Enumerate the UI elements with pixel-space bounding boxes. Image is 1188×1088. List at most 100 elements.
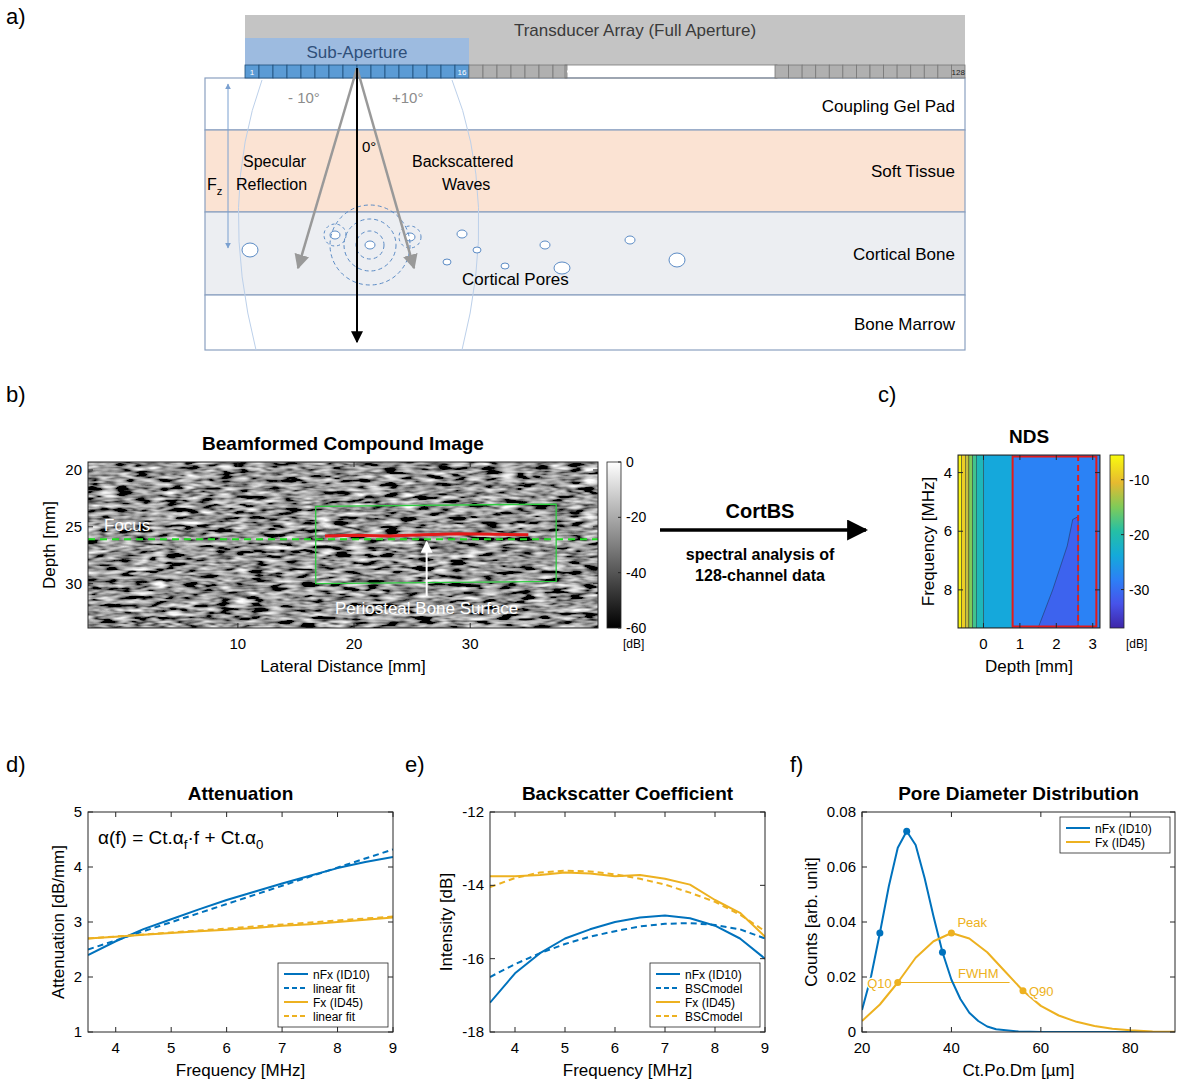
y-tick	[958, 531, 963, 532]
y-axis-title: Counts [arb. unit]	[802, 857, 821, 986]
x-tick-label: 20	[854, 1039, 871, 1056]
x-tick	[615, 812, 616, 817]
colorbar-tick	[618, 628, 621, 629]
x-axis-title: Frequency [MHz]	[176, 1061, 305, 1080]
legend-swatch	[656, 1001, 680, 1003]
y-tick	[388, 812, 393, 813]
marker	[903, 828, 910, 835]
transform-caption: 128-channel data	[695, 567, 825, 584]
x-axis-title: Ct.Po.Dm [µm]	[963, 1061, 1075, 1080]
elements-gap-bg	[567, 65, 775, 78]
annotation: Q90	[1029, 984, 1054, 999]
contour-band	[962, 455, 966, 628]
y-tick	[388, 922, 393, 923]
element	[497, 65, 511, 78]
element	[911, 65, 925, 78]
colorbar-tick-label: -40	[626, 565, 646, 581]
element	[273, 65, 287, 78]
legend-label: linear fit	[313, 982, 356, 996]
contour-band	[976, 455, 983, 628]
element	[259, 65, 273, 78]
element	[469, 65, 483, 78]
x-tick-label: 30	[462, 635, 479, 652]
y-tick	[958, 589, 963, 590]
force-label: Fz	[207, 176, 223, 197]
plot-frame	[958, 455, 1100, 628]
y-tick-label: 2	[74, 968, 82, 985]
colorbar-unit: [dB]	[623, 637, 644, 651]
y-tick-label: 0	[848, 1023, 856, 1040]
plot-area	[88, 849, 393, 955]
layer	[205, 78, 965, 130]
colorbar-tick	[1121, 534, 1124, 535]
element	[843, 65, 857, 78]
legend-swatch	[1066, 827, 1090, 829]
y-tick	[1095, 589, 1100, 590]
y-tick	[490, 812, 495, 813]
x-tick-label: 2	[1052, 635, 1060, 652]
plot-area	[490, 871, 765, 1003]
legend-label: BSCmodel	[685, 982, 742, 996]
pores-label: Cortical Pores	[462, 270, 569, 289]
x-tick	[862, 1027, 863, 1032]
y-tick	[593, 583, 598, 584]
x-tick	[615, 1027, 616, 1032]
x-tick-label: 8	[711, 1039, 719, 1056]
y-axis-title: Attenuation [dB/mm]	[49, 845, 68, 999]
title: Beamformed Compound Image	[202, 433, 484, 454]
legend-swatch	[656, 1015, 680, 1017]
y-axis-title: Depth [mm]	[40, 501, 59, 589]
annotation: Q10	[867, 976, 892, 991]
angle-label: - 10°	[288, 89, 320, 106]
pore	[473, 247, 481, 253]
colorbar-tick-label: -20	[626, 509, 646, 525]
title: Attenuation	[188, 783, 294, 804]
y-tick	[490, 1032, 495, 1033]
x-tick	[337, 1027, 338, 1032]
layer-label: Cortical Bone	[853, 245, 955, 264]
contour-band	[1013, 455, 1100, 628]
element	[483, 65, 497, 78]
y-tick	[593, 526, 598, 527]
element	[856, 65, 870, 78]
text-part: α(f) = Ct.α	[98, 827, 184, 848]
pore	[242, 243, 258, 257]
text-part: 0	[256, 837, 263, 852]
y-tick	[88, 867, 93, 868]
legend: nFx (ID10)Fx (ID45)	[1060, 817, 1170, 853]
specular-label: Specular	[243, 153, 307, 170]
y-tick	[88, 526, 93, 527]
y-tick-label: 20	[65, 461, 82, 478]
y-tick-label: -12	[462, 803, 484, 820]
element	[245, 65, 259, 78]
pore	[365, 241, 375, 249]
roi	[1013, 457, 1097, 627]
pore	[540, 241, 550, 249]
x-tick	[226, 1027, 227, 1032]
contour-band	[958, 455, 962, 628]
x-tick	[470, 623, 471, 628]
legend-swatch	[284, 1015, 308, 1017]
colorbar-tick-label: 0	[626, 454, 634, 470]
element	[371, 65, 385, 78]
y-tick	[1095, 472, 1100, 473]
x-tick	[983, 623, 984, 628]
contour-band	[969, 455, 973, 628]
x-tick-label: 0	[979, 635, 987, 652]
x-tick	[765, 812, 766, 817]
title: Pore Diameter Distribution	[898, 783, 1139, 804]
legend-label: nFx (ID10)	[685, 968, 742, 982]
element	[802, 65, 816, 78]
layer-label: Coupling Gel Pad	[822, 97, 955, 116]
pore	[443, 259, 451, 265]
legend-label: linear fit	[313, 1010, 356, 1024]
x-tick-label: 20	[346, 635, 363, 652]
panel-letter: d)	[6, 752, 26, 777]
plot-frame	[862, 812, 1175, 1032]
x-tick	[665, 1027, 666, 1032]
y-tick-label: 1	[74, 1023, 82, 1040]
transform-caption: spectral analysis of	[686, 546, 835, 563]
legend-box	[650, 963, 760, 1027]
force-line	[228, 84, 229, 248]
annotation: FWHM	[958, 966, 998, 981]
